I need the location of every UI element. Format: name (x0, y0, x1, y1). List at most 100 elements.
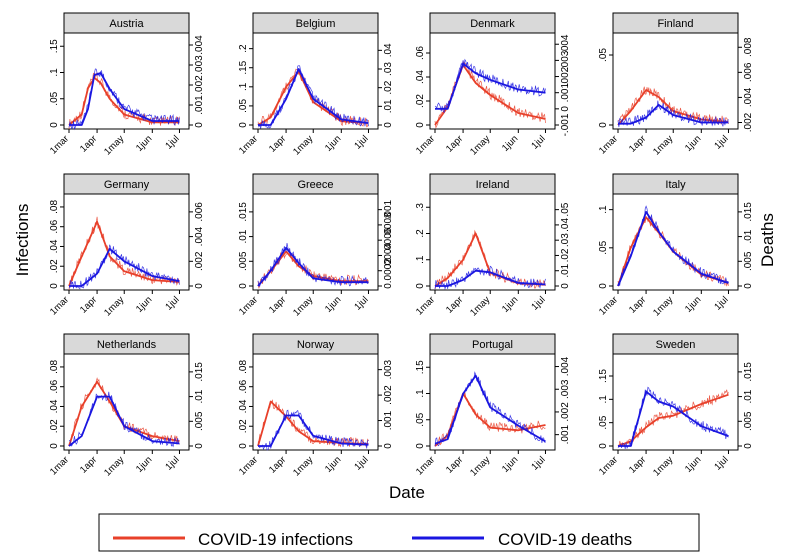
x-tick-label: 1may (102, 133, 126, 157)
left-tick-label: 0 (49, 443, 60, 449)
left-tick-label: 0 (598, 122, 609, 128)
series-line-deaths (617, 211, 729, 287)
right-tick-label: .015 (194, 362, 205, 382)
x-tick-label: 1jun (134, 454, 154, 474)
panel-title: Germany (104, 179, 150, 191)
panel-sweden: Sweden 0 .05 .1 .15 0 .005 .01 .015 1mar 1apr 1may 1… (597, 333, 754, 479)
right-tick-label: .008 (743, 37, 754, 57)
panel-norway: Norway 0 .02 .04 .06 .08 0 .001 .002 .003 1mar 1apr… (237, 333, 394, 479)
series-line-infections (68, 220, 180, 287)
left-tick-label: .05 (49, 91, 60, 105)
right-tick-label: .0002 (383, 258, 394, 283)
left-tick-label: .05 (415, 412, 426, 426)
right-tick-label: .01 (560, 263, 571, 277)
x-tick-label: 1mar (48, 294, 71, 317)
right-tick-label: .001 (383, 199, 394, 219)
x-tick-label: 1mar (597, 294, 620, 317)
x-tick-label: 1apr (627, 133, 648, 154)
x-tick-label: 1may (468, 454, 492, 478)
series-line-infections (617, 393, 729, 447)
right-tick-label: .01 (383, 99, 394, 113)
series-daily-deaths (434, 265, 546, 290)
left-tick-label: 0 (49, 122, 60, 128)
x-tick-label: 1jun (323, 294, 343, 314)
right-tick-label: .03 (560, 233, 571, 247)
x-tick-label: 1apr (78, 294, 99, 315)
left-tick-label: .04 (238, 399, 249, 413)
right-tick-label: .002 (194, 75, 205, 95)
x-tick-label: 1mar (414, 454, 437, 477)
panel-plot-area (612, 32, 739, 130)
right-tick-label: 0 (560, 283, 571, 289)
right-tick-label: .0006 (383, 227, 394, 252)
series-line-infections (68, 380, 180, 447)
left-tick-label: 0 (598, 283, 609, 289)
x-tick-label: 1mar (414, 294, 437, 317)
right-tick-label: .001 (560, 424, 571, 444)
left-tick-label: .02 (415, 94, 426, 108)
x-tick-label: 1jul (529, 133, 547, 151)
right-tick-label: .004 (194, 226, 205, 246)
x-tick-label: 1may (102, 454, 126, 478)
x-tick-label: 1mar (597, 133, 620, 156)
left-tick-label: .015 (238, 202, 249, 222)
left-tick-label: .1 (238, 82, 249, 91)
right-tick-label: .0008 (383, 212, 394, 237)
x-tick-label: 1mar (414, 133, 437, 156)
panel-title: Belgium (296, 18, 336, 30)
left-tick-label: .3 (415, 203, 426, 212)
legend-label-infections: COVID-19 infections (198, 530, 353, 549)
right-tick-label: .04 (383, 43, 394, 57)
left-tick-label: .05 (238, 99, 249, 113)
x-tick-label: 1may (651, 294, 675, 318)
left-tick-label: .1 (415, 255, 426, 264)
x-tick-label: 1mar (48, 133, 71, 156)
left-tick-label: .06 (49, 379, 60, 393)
right-tick-label: .002 (194, 251, 205, 271)
right-tick-label: 0 (383, 443, 394, 449)
x-tick-label: 1jun (323, 133, 343, 153)
left-tick-label: 0 (415, 283, 426, 289)
right-tick-label: .01 (743, 229, 754, 243)
x-tick-label: 1jul (352, 454, 370, 472)
panel-title: Austria (109, 18, 144, 30)
panel-title: Italy (665, 179, 686, 191)
panel-plot-area (252, 193, 379, 291)
left-tick-label: 0 (598, 443, 609, 449)
panel-netherlands: Netherlands 0 .02 .04 .06 .08 0 .005 .01 .015 1mar… (48, 333, 205, 479)
right-tick-label: .005 (743, 251, 754, 271)
x-tick-label: 1may (468, 133, 492, 157)
panel-title: Greece (297, 179, 333, 191)
x-tick-label: 1jun (500, 133, 520, 153)
x-tick-label: 1jun (323, 454, 343, 474)
panel-title: Norway (297, 339, 335, 351)
x-tick-label: 1apr (627, 294, 648, 315)
series-daily-deaths (257, 243, 369, 288)
x-tick-label: 1may (291, 454, 315, 478)
panel-germany: Germany 0 .02 .04 .06 .08 0 .002 .004 .006 1mar 1ap… (48, 173, 205, 319)
panel-title: Netherlands (97, 339, 157, 351)
x-tick-label: 1jul (712, 294, 730, 312)
right-tick-label: 0 (194, 122, 205, 128)
panel-greece: Greece0.005.01.0150.0002.0004.0006.0008.… (237, 173, 394, 319)
series-daily-deaths (257, 409, 369, 451)
panel-plot-area (63, 193, 190, 291)
series-line-deaths (258, 414, 369, 447)
right-tick-label: 0 (743, 443, 754, 449)
panel-plot-area (252, 353, 379, 451)
x-tick-label: 1jun (134, 133, 154, 153)
left-tick-label: .1 (598, 395, 609, 404)
x-tick-label: 1may (102, 294, 126, 318)
x-tick-label: 1jun (500, 454, 520, 474)
panel-plot-area (612, 353, 739, 451)
left-tick-label: .02 (238, 419, 249, 433)
right-tick-label: 0 (560, 106, 571, 112)
right-tick-label: .004 (560, 356, 571, 376)
x-tick-label: 1may (468, 294, 492, 318)
left-tick-label: .08 (49, 360, 60, 374)
x-tick-label: 1jul (529, 454, 547, 472)
series-daily-infections (68, 216, 180, 291)
right-tick-label: .001 (383, 410, 394, 430)
